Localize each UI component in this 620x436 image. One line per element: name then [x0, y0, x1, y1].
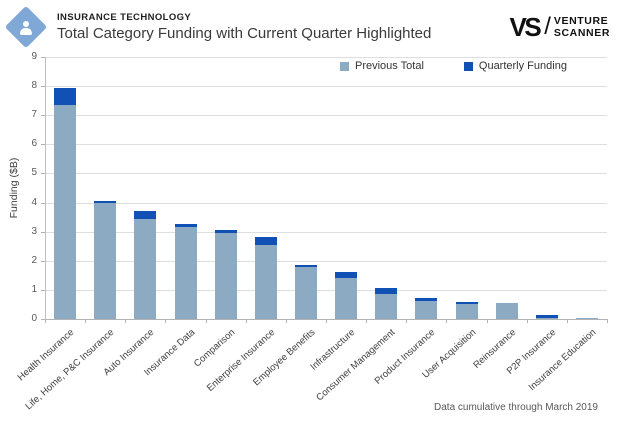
y-axis-title: Funding ($B): [8, 157, 20, 219]
gridline: [45, 86, 607, 88]
y-tick-label: 6: [31, 138, 37, 150]
y-tick-mark: [41, 202, 45, 204]
bar-quarterly-funding: [415, 298, 438, 301]
y-tick-mark: [41, 57, 45, 58]
venture-scanner-logo: VS / VENTURE SCANNER: [510, 14, 610, 40]
x-tick-mark: [326, 319, 327, 323]
y-axis-line: [45, 57, 46, 319]
x-tick-mark: [607, 319, 608, 323]
bar-quarterly-funding: [455, 302, 478, 304]
y-tick-label: 5: [31, 167, 37, 179]
bar-previous-total: [214, 233, 237, 319]
bar-previous-total: [174, 227, 197, 319]
gridline: [45, 115, 607, 117]
category-diamond-icon: [4, 5, 48, 49]
bar-quarterly-funding: [54, 87, 77, 106]
bar-quarterly-funding: [535, 314, 558, 318]
y-tick-mark: [41, 260, 45, 262]
x-tick-mark: [205, 319, 207, 323]
brand-name-line2: SCANNER: [553, 27, 610, 39]
x-tick-mark: [45, 319, 46, 323]
brand-name-line1: VENTURE: [553, 14, 609, 27]
x-tick-mark: [165, 319, 167, 323]
y-tick-label: 3: [31, 225, 37, 237]
x-tick-mark: [406, 319, 408, 323]
legend-swatch-quarterly-funding: [463, 61, 473, 71]
x-tick-mark: [526, 319, 528, 323]
gridline: [45, 202, 607, 204]
y-tick-mark: [41, 86, 45, 88]
gridline: [45, 289, 607, 291]
x-tick-mark: [245, 319, 247, 323]
y-tick-mark: [41, 231, 45, 233]
x-tick-mark: [486, 319, 488, 323]
legend-label-quarterly-funding: Quarterly Funding: [478, 60, 567, 72]
bar-previous-total: [535, 317, 558, 319]
bar-previous-total: [455, 303, 478, 319]
y-tick-label: 9: [31, 51, 37, 62]
page-title: Total Category Funding with Current Quar…: [57, 25, 432, 42]
gridline: [45, 231, 607, 233]
x-tick-mark: [366, 319, 368, 323]
gridline: [45, 57, 607, 58]
bar-previous-total: [575, 317, 598, 319]
bar-quarterly-funding: [134, 211, 157, 219]
bar-previous-total: [415, 300, 438, 319]
person-icon: [11, 12, 41, 42]
legend-label-previous-total: Previous Total: [355, 60, 424, 72]
y-tick-label: 7: [31, 109, 37, 121]
bar-previous-total: [335, 278, 358, 319]
y-tick-label: 0: [31, 313, 37, 324]
bar-quarterly-funding: [94, 201, 117, 203]
bar-previous-total: [495, 303, 518, 319]
footer-note: Data cumulative through March 2019: [434, 402, 598, 413]
bar-previous-total: [134, 218, 157, 319]
y-tick-label: 1: [31, 283, 37, 295]
bar-quarterly-funding: [294, 265, 317, 267]
bar-previous-total: [254, 244, 277, 319]
report-category-label: INSURANCE TECHNOLOGY: [57, 12, 192, 23]
brand-name: VENTURE SCANNER: [554, 15, 610, 39]
bar-quarterly-funding: [375, 288, 398, 295]
gridline: [45, 173, 607, 175]
y-tick-mark: [41, 289, 45, 291]
y-tick-mark: [41, 173, 45, 175]
bar-previous-total: [294, 266, 317, 319]
x-tick-mark: [85, 319, 87, 323]
chart-legend: Previous Total Quarterly Funding: [340, 60, 567, 72]
logo-slash: /: [544, 13, 551, 40]
y-tick-label: 2: [31, 254, 37, 266]
y-tick-mark: [41, 319, 45, 320]
vs-logo-mark: VS: [509, 12, 542, 42]
y-tick-mark: [41, 115, 45, 117]
bar-previous-total: [94, 202, 117, 319]
y-tick-label: 8: [31, 80, 37, 92]
bar-previous-total: [375, 294, 398, 319]
bar-quarterly-funding: [174, 224, 197, 228]
bar-quarterly-funding: [254, 237, 277, 245]
legend-swatch-previous-total: [340, 61, 349, 71]
bar-quarterly-funding: [214, 230, 237, 234]
y-tick-mark: [41, 144, 45, 146]
x-tick-mark: [285, 319, 287, 323]
gridline: [45, 144, 607, 146]
x-tick-mark: [566, 319, 568, 323]
bar-quarterly-funding: [335, 272, 358, 279]
y-tick-label: 4: [31, 196, 37, 208]
x-tick-mark: [446, 319, 448, 323]
gridline: [45, 260, 607, 262]
bar-previous-total: [54, 105, 77, 319]
x-tick-mark: [125, 319, 127, 323]
